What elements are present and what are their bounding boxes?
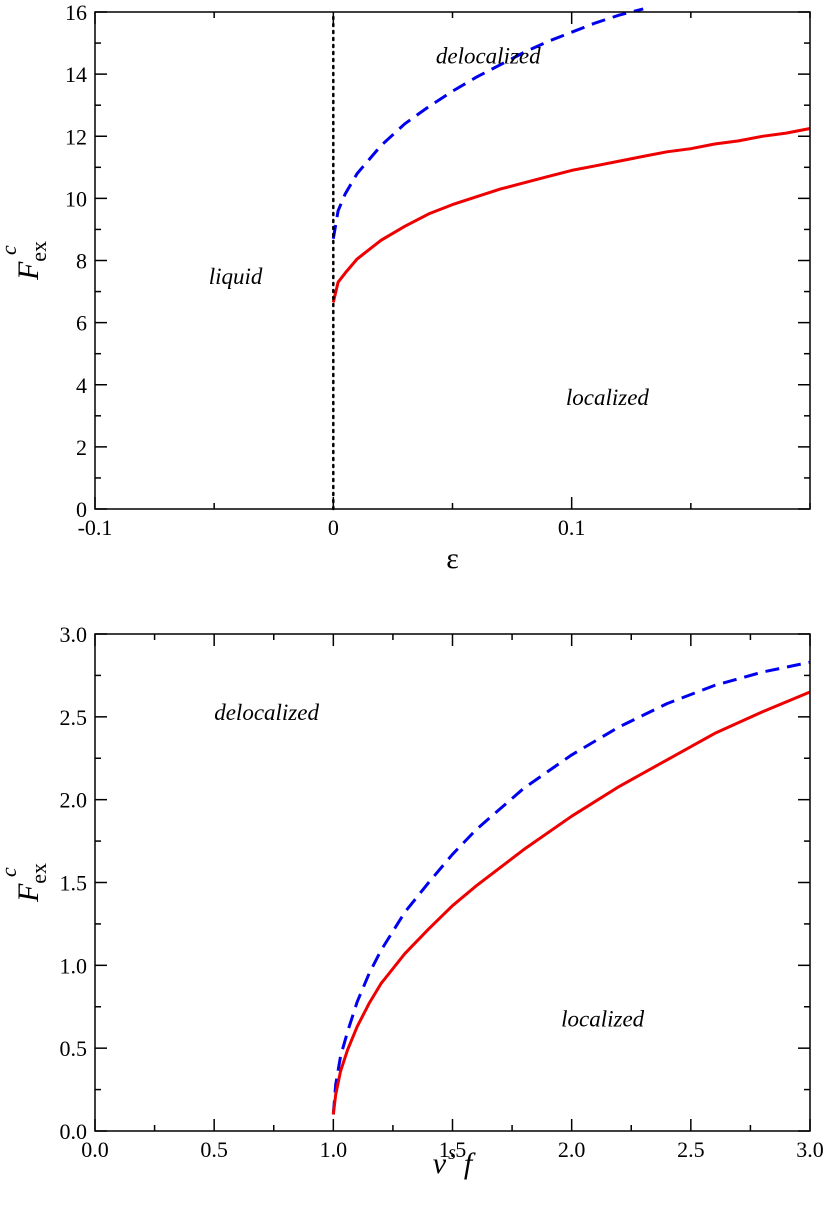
series-line-dashed-blue [331, 660, 811, 1115]
plot-frame [94, 11, 811, 510]
y-tick-label: 1.5 [60, 871, 88, 896]
x-axis-label: ε [446, 542, 459, 575]
x-axis-label-sup: s [448, 1142, 456, 1164]
y-tick-label: 0 [76, 497, 87, 522]
y-axis-label-sup: c [0, 867, 21, 877]
region-label: localized [561, 1006, 645, 1031]
y-axis-label-sub: ex [26, 241, 51, 262]
y-axis-label-text: Fexc [0, 863, 51, 903]
y-axis-label: Fexc [0, 863, 51, 903]
chart-panel-vsf: 0.0 0.5 1.0 1.5 2.0 2.5 3.0 0.0 0.5 1.0 1.5 2.0 2.5 3… [0, 622, 824, 1180]
y-tick-label: 0.5 [60, 1036, 88, 1061]
x-tick-label: 3.0 [796, 1137, 824, 1162]
x-tick-label: 1.0 [320, 1137, 348, 1162]
y-axis-label: Fexc [0, 241, 51, 281]
x-tick-label: 0.1 [558, 515, 586, 540]
region-label: liquid [209, 264, 263, 289]
x-tick-label: 1.5 [439, 1137, 467, 1162]
x-axis-label-base: v [433, 1147, 447, 1180]
plot-frame [94, 633, 811, 1132]
region-label: delocalized [214, 700, 319, 725]
y-axis-label-base: F [12, 261, 45, 281]
region-label: delocalized [436, 43, 541, 68]
y-tick-label: 10 [65, 186, 87, 211]
series-line-dashed-blue [331, 7, 644, 240]
x-tick-label: 0.5 [200, 1137, 228, 1162]
x-tick-label: 2.5 [677, 1137, 705, 1162]
y-tick-label: 12 [65, 124, 87, 149]
y-tick-label: 14 [65, 62, 87, 87]
x-tick-label: 0.0 [81, 1137, 109, 1162]
x-tick-label: -0.1 [78, 515, 113, 540]
chart-panel-epsilon: -0.1 0 0.10246810121416delocalizedliquidlo… [0, 0, 811, 575]
series-line-solid-red [331, 690, 811, 1115]
series-line-solid-red [331, 127, 811, 303]
x-tick-label: 0 [328, 515, 339, 540]
y-tick-label: 1.0 [60, 953, 88, 978]
y-tick-label: 8 [76, 249, 87, 274]
y-tick-label: 16 [65, 0, 87, 25]
y-axis-label-sub: ex [26, 863, 51, 884]
y-tick-label: 2.0 [60, 788, 88, 813]
y-tick-label: 3.0 [60, 622, 88, 647]
y-tick-label: 2 [76, 435, 87, 460]
y-tick-label: 6 [76, 311, 87, 336]
y-axis-label-sup: c [0, 245, 21, 255]
y-tick-label: 4 [76, 373, 87, 398]
x-tick-label: 2.0 [558, 1137, 586, 1162]
region-label: localized [566, 385, 650, 410]
y-tick-label: 2.5 [60, 705, 88, 730]
x-axis-label-tail: f [464, 1147, 476, 1180]
y-axis-label-text: Fexc [0, 241, 51, 281]
y-tick-label: 0.0 [60, 1119, 88, 1144]
y-axis-label-base: F [12, 883, 45, 903]
